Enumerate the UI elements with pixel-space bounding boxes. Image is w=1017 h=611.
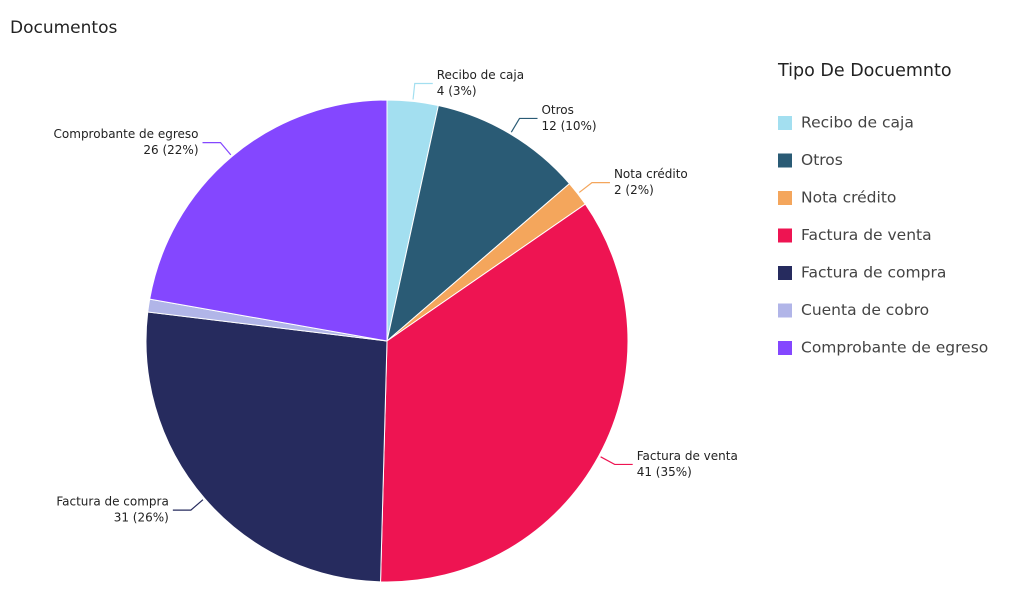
- slice-label: Nota crédito: [614, 167, 688, 181]
- pie-slice: [386, 104, 571, 343]
- legend-swatch: [778, 341, 792, 355]
- slice-value-label: 41 (35%): [637, 465, 692, 479]
- chart-title: Documentos: [10, 18, 117, 38]
- slice-value-label: 4 (3%): [437, 84, 477, 98]
- legend-swatch: [778, 303, 792, 318]
- legend-swatch: [778, 116, 792, 130]
- legend-label: Otros: [801, 151, 843, 169]
- leader-line: [510, 117, 538, 133]
- pie-slice: [149, 99, 388, 342]
- legend-label: Nota crédito: [801, 189, 896, 207]
- legend-title: Tipo De Docuemnto: [777, 61, 952, 81]
- legend-label: Cuenta de cobro: [801, 301, 929, 319]
- leader-line: [202, 141, 232, 156]
- legend-label: Factura de venta: [801, 226, 932, 244]
- slice-value-label: 12 (10%): [541, 119, 596, 133]
- leader-line: [412, 82, 433, 100]
- legend-label: Comprobante de egreso: [801, 339, 988, 357]
- legend-swatch: [778, 153, 792, 168]
- slice-label: Comprobante de egreso: [54, 127, 199, 141]
- slice-label: Factura de venta: [637, 449, 738, 463]
- legend-label: Factura de compra: [801, 264, 946, 282]
- legend-swatch: [778, 191, 792, 205]
- legend-swatch: [778, 228, 792, 243]
- leader-line: [172, 499, 204, 511]
- legend-label: Recibo de caja: [801, 114, 914, 132]
- slice-value-label: 2 (2%): [614, 183, 654, 197]
- slice-label: Recibo de caja: [437, 68, 524, 82]
- pie-slice: [380, 203, 629, 583]
- slice-value-label: 31 (26%): [114, 511, 169, 525]
- leader-line: [600, 456, 633, 466]
- legend-swatch: [778, 266, 792, 280]
- slice-value-label: 26 (22%): [143, 143, 198, 157]
- slice-label: Otros: [541, 103, 573, 117]
- leader-line: [578, 182, 610, 193]
- pie-slice: [145, 311, 388, 583]
- slice-label: Factura de compra: [56, 495, 169, 509]
